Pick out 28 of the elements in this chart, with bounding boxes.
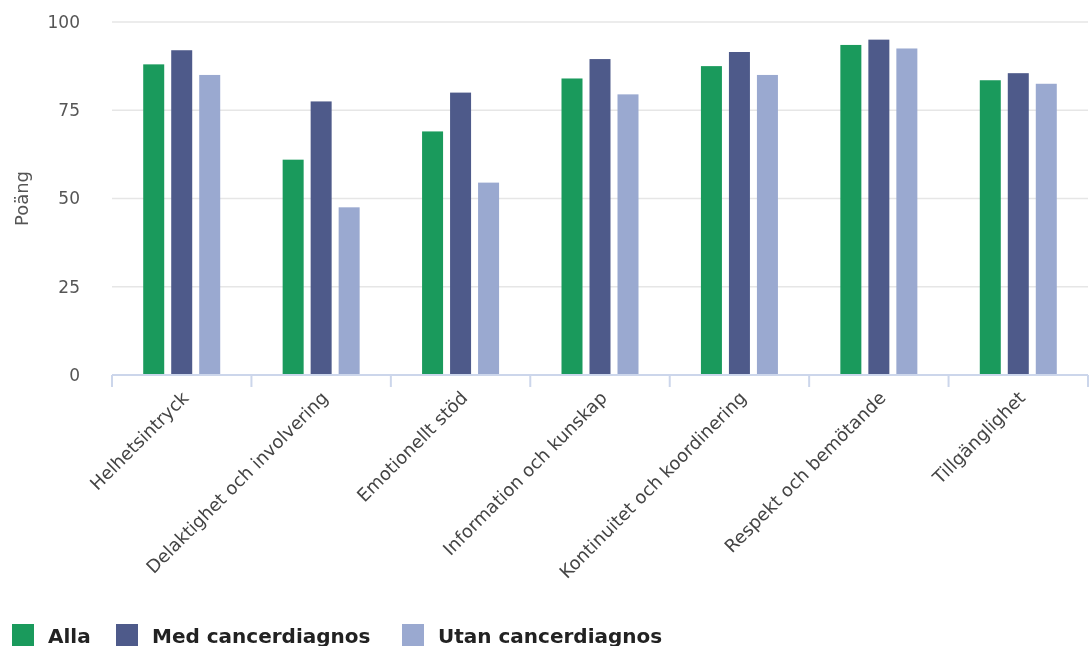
bar: [478, 182, 500, 375]
bar: [589, 59, 611, 375]
bar: [896, 48, 918, 375]
bar: [728, 52, 750, 375]
bar: [450, 92, 472, 375]
bar: [561, 78, 583, 375]
y-tick-label: 75: [58, 100, 80, 121]
legend-label: Alla: [48, 624, 91, 646]
bar: [199, 74, 221, 375]
bar: [143, 64, 165, 375]
bar: [1035, 83, 1057, 375]
bar: [617, 94, 639, 375]
bar: [338, 207, 360, 375]
bar: [171, 50, 193, 375]
bar: [979, 80, 1001, 375]
y-tick-label: 50: [58, 188, 80, 209]
bar: [282, 159, 304, 375]
bar: [868, 39, 890, 375]
bar: [422, 131, 444, 375]
y-axis-title: Poäng: [11, 170, 32, 227]
y-tick-label: 25: [58, 276, 80, 297]
y-tick-label: 100: [47, 11, 80, 32]
bar: [310, 101, 332, 375]
bar: [1007, 73, 1029, 375]
bar: [700, 66, 722, 375]
bar: [756, 74, 778, 375]
bar: [840, 44, 862, 375]
y-tick-label: 0: [69, 364, 80, 385]
